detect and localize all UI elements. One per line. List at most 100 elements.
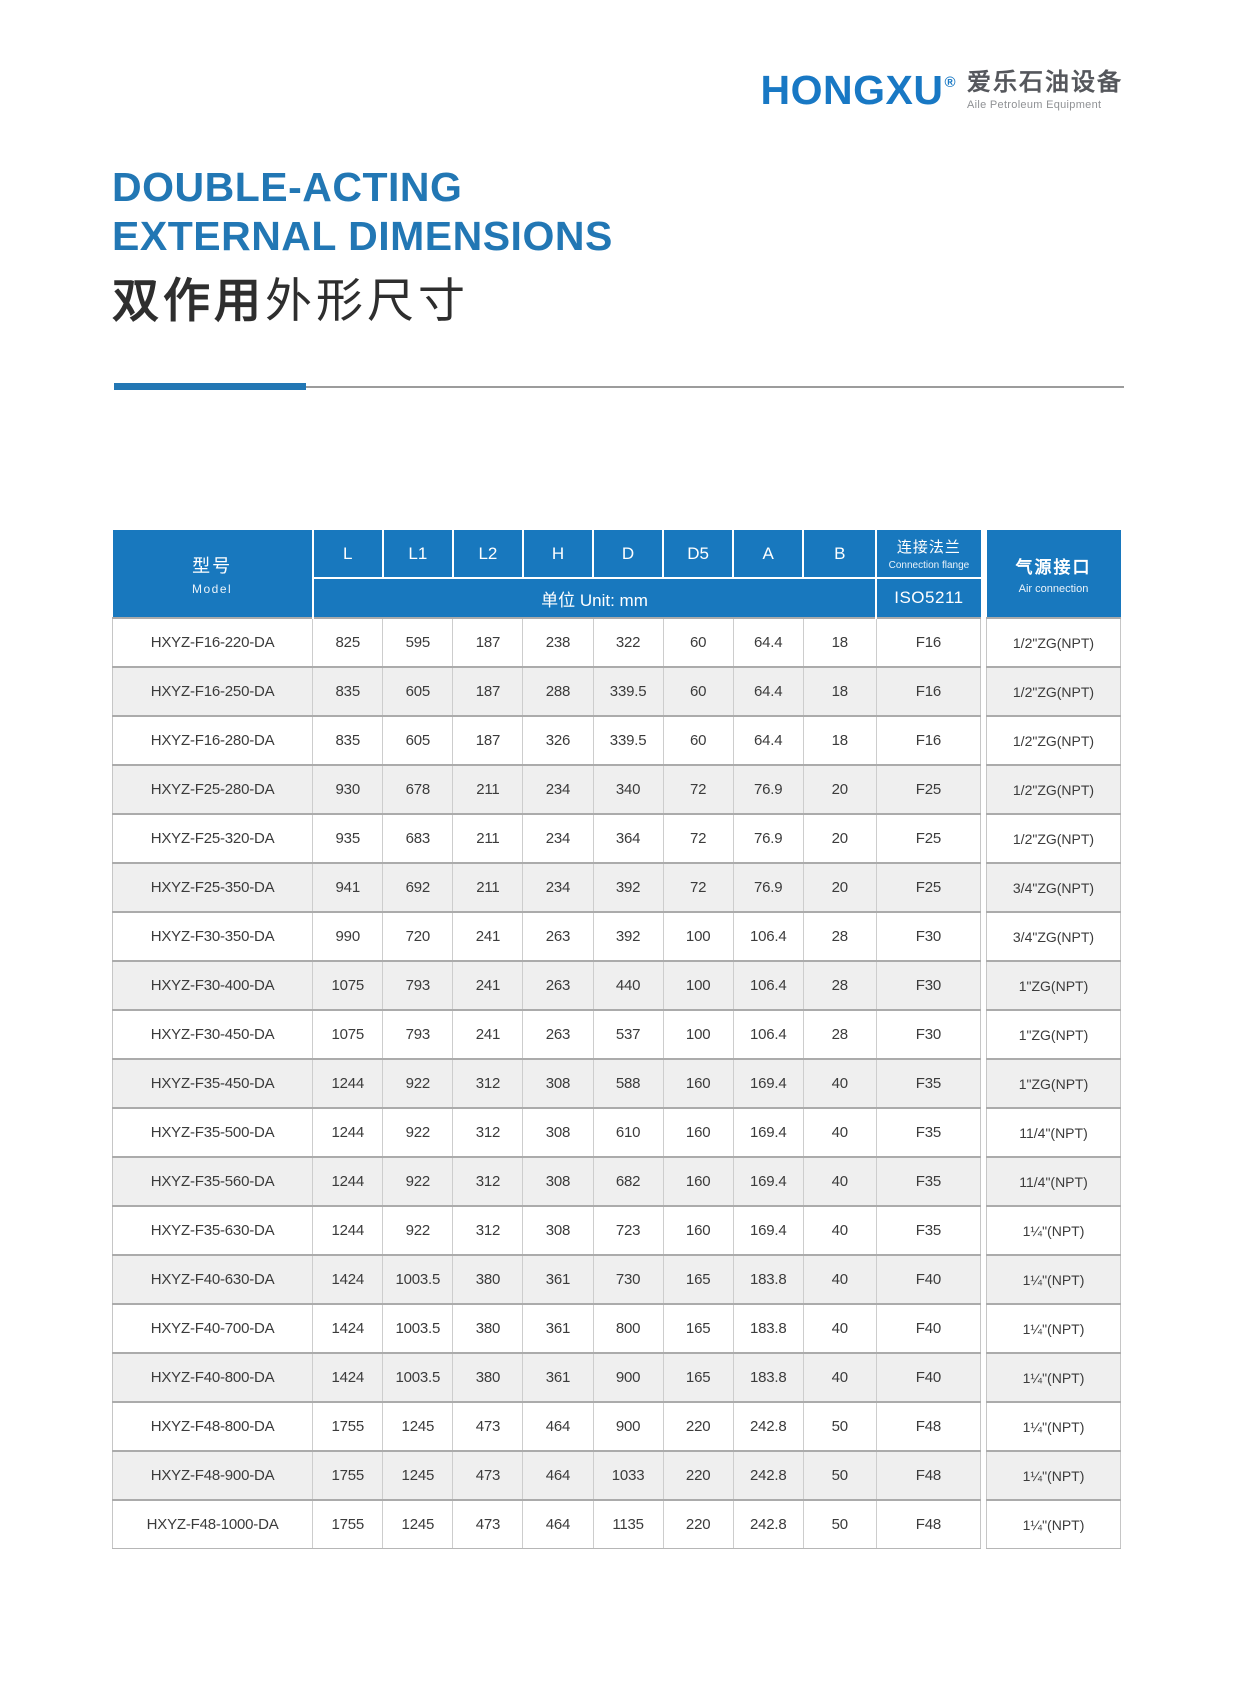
flange-cell: F35	[875, 1156, 982, 1206]
dim-D-cell: 800	[592, 1303, 664, 1353]
column-header-L1-label: L1	[408, 543, 428, 563]
dim-L-cell: 1075	[312, 1009, 383, 1059]
dim-D5-cell: 165	[662, 1352, 734, 1402]
column-header-D5: D5	[662, 530, 734, 578]
dim-D-cell: 392	[592, 862, 664, 912]
dim-D-cell: 900	[592, 1352, 664, 1402]
dim-L1-cell: 793	[382, 960, 453, 1010]
dim-L-cell: 835	[312, 666, 383, 716]
model-cell: HXYZ-F35-500-DA	[111, 1107, 313, 1157]
dim-L-cell: 835	[312, 715, 383, 765]
dim-A-cell: 242.8	[732, 1499, 804, 1549]
flange-cell: F30	[875, 1009, 982, 1059]
dim-D5-cell: 165	[662, 1254, 734, 1304]
air-table-row: 1/2"ZG(NPT)	[986, 764, 1121, 814]
air-table-row: 11/4"(NPT)	[986, 1107, 1121, 1157]
dim-D-cell: 610	[592, 1107, 664, 1157]
company-name-zh: 爱乐石油设备	[967, 69, 1123, 97]
table-row: HXYZ-F30-450-DA 1075 793 241 263 537 100…	[111, 1009, 982, 1059]
air-connection-cell: 1¼"(NPT)	[986, 1401, 1121, 1451]
air-connection-cell: 11/4"(NPT)	[986, 1107, 1121, 1157]
air-connection-cell: 3/4"ZG(NPT)	[986, 911, 1121, 961]
air-connection-cell: 1¼"(NPT)	[986, 1499, 1121, 1549]
dim-L1-cell: 922	[382, 1058, 453, 1108]
dim-B-cell: 40	[802, 1156, 877, 1206]
model-cell: HXYZ-F16-280-DA	[111, 715, 313, 765]
dim-A-cell: 242.8	[732, 1450, 804, 1500]
air-table-row: 1"ZG(NPT)	[986, 960, 1121, 1010]
dim-L2-cell: 473	[452, 1401, 523, 1451]
dim-L-cell: 1244	[312, 1107, 383, 1157]
dim-L1-cell: 1003.5	[382, 1303, 453, 1353]
dim-H-cell: 288	[522, 666, 594, 716]
dim-D5-cell: 160	[662, 1205, 734, 1255]
dim-D-cell: 588	[592, 1058, 664, 1108]
dim-H-cell: 464	[522, 1450, 594, 1500]
column-header-L-label: L	[343, 543, 353, 563]
dim-D5-cell: 220	[662, 1401, 734, 1451]
dim-H-cell: 238	[522, 617, 594, 667]
brand-text: HONGXU	[760, 67, 944, 113]
air-table-row: 1/2"ZG(NPT)	[986, 666, 1121, 716]
dim-D5-cell: 72	[662, 764, 734, 814]
dim-B-cell: 28	[802, 960, 877, 1010]
dim-H-cell: 308	[522, 1058, 594, 1108]
table-row: HXYZ-F35-560-DA 1244 922 312 308 682 160…	[111, 1156, 982, 1206]
model-cell: HXYZ-F48-1000-DA	[111, 1499, 313, 1549]
dimensions-section: 型号 Model L L1 L2 H D D5 A B 连接法兰 Connect…	[111, 530, 1121, 1549]
model-cell: HXYZ-F16-220-DA	[111, 617, 313, 667]
dim-A-cell: 169.4	[732, 1107, 804, 1157]
flange-cell: F48	[875, 1450, 982, 1500]
dim-D5-cell: 100	[662, 1009, 734, 1059]
dim-L-cell: 941	[312, 862, 383, 912]
dim-A-cell: 64.4	[732, 617, 804, 667]
dim-D5-cell: 160	[662, 1107, 734, 1157]
dim-L1-cell: 692	[382, 862, 453, 912]
dim-D-cell: 1033	[592, 1450, 664, 1500]
dim-A-cell: 242.8	[732, 1401, 804, 1451]
dim-L1-cell: 1245	[382, 1401, 453, 1451]
column-header-air-connection: 气源接口 Air connection	[986, 530, 1121, 618]
air-table-row: 1¼"(NPT)	[986, 1254, 1121, 1304]
dim-D-cell: 537	[592, 1009, 664, 1059]
dimensions-table-header: 型号 Model L L1 L2 H D D5 A B 连接法兰 Connect…	[112, 530, 981, 618]
dim-L2-cell: 211	[452, 764, 523, 814]
air-connection-cell: 11/4"(NPT)	[986, 1156, 1121, 1206]
flange-cell: F25	[875, 862, 982, 912]
dim-D5-cell: 100	[662, 911, 734, 961]
dim-A-cell: 106.4	[732, 1009, 804, 1059]
column-header-model: 型号 Model	[112, 530, 313, 618]
column-header-D-label: D	[621, 543, 635, 563]
dim-D5-cell: 60	[662, 617, 734, 667]
dim-L-cell: 1424	[312, 1352, 383, 1402]
dim-L2-cell: 312	[452, 1156, 523, 1206]
air-table-row: 1"ZG(NPT)	[986, 1009, 1121, 1059]
company-name-en: Aile Petroleum Equipment	[967, 98, 1102, 111]
model-cell: HXYZ-F25-320-DA	[111, 813, 313, 863]
column-header-air-zh: 气源接口	[1015, 557, 1092, 577]
registered-trademark-symbol: ®	[944, 74, 956, 91]
flange-cell: F25	[875, 764, 982, 814]
dim-L2-cell: 380	[452, 1254, 523, 1304]
title-underline-rule	[306, 385, 1124, 388]
column-header-A: A	[732, 530, 804, 578]
dim-B-cell: 40	[802, 1205, 877, 1255]
dim-A-cell: 76.9	[732, 764, 804, 814]
air-connection-cell: 1¼"(NPT)	[986, 1254, 1121, 1304]
dim-L1-cell: 605	[382, 715, 453, 765]
column-header-B: B	[802, 530, 877, 578]
page-title-zh-bold: 双作用	[112, 274, 265, 327]
table-row: HXYZ-F25-320-DA 935 683 211 234 364 72 7…	[111, 813, 982, 863]
table-row: HXYZ-F16-250-DA 835 605 187 288 339.5 60…	[111, 666, 982, 716]
dim-H-cell: 326	[522, 715, 594, 765]
dim-L1-cell: 1245	[382, 1450, 453, 1500]
flange-cell: F48	[875, 1499, 982, 1549]
dim-B-cell: 50	[802, 1450, 877, 1500]
air-table-row: 1¼"(NPT)	[986, 1303, 1121, 1353]
table-row: HXYZ-F25-350-DA 941 692 211 234 392 72 7…	[111, 862, 982, 912]
model-cell: HXYZ-F40-800-DA	[111, 1352, 313, 1402]
dim-L1-cell: 1245	[382, 1499, 453, 1549]
dimensions-table: 型号 Model L L1 L2 H D D5 A B 连接法兰 Connect…	[111, 530, 982, 1549]
dim-L1-cell: 720	[382, 911, 453, 961]
dim-L1-cell: 595	[382, 617, 453, 667]
